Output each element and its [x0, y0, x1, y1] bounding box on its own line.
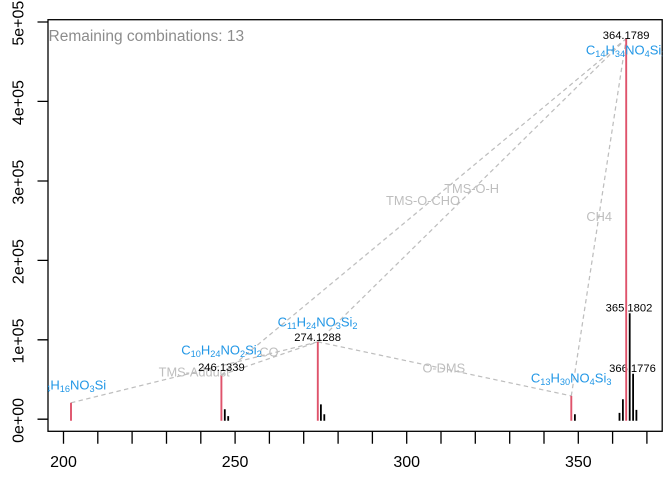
svg-text:246.1339: 246.1339	[198, 362, 245, 374]
svg-text:O-DMS: O-DMS	[422, 361, 465, 376]
svg-text:274.1288: 274.1288	[294, 332, 341, 344]
svg-text:1e+05: 1e+05	[11, 318, 28, 363]
svg-text:TMS-O-CHO: TMS-O-CHO	[386, 193, 460, 208]
svg-text:366.1776: 366.1776	[609, 363, 656, 375]
svg-text:350: 350	[565, 454, 592, 471]
svg-text:C4​H16​NO3​Si: C4​H16​NO3​Si	[36, 377, 106, 394]
svg-text:250: 250	[222, 454, 249, 471]
svg-text:3e+05: 3e+05	[11, 160, 28, 205]
svg-text:CO: CO	[259, 344, 278, 359]
svg-text:CH4: CH4	[586, 209, 612, 224]
svg-text:TMS-Adduct: TMS-Adduct	[159, 365, 231, 380]
svg-text:300: 300	[393, 454, 420, 471]
svg-text:365.1802: 365.1802	[606, 303, 653, 315]
svg-text:200: 200	[50, 454, 77, 471]
svg-text:2e+05: 2e+05	[11, 239, 28, 284]
svg-text:TMS-O-H: TMS-O-H	[444, 181, 499, 196]
svg-text:C14​H34​NO4​Si3​: C14​H34​NO4​Si3​	[586, 42, 667, 59]
svg-text:4e+05: 4e+05	[11, 80, 28, 125]
svg-text:C11​H24​NO3​Si2​: C11​H24​NO3​Si2​	[278, 314, 358, 331]
svg-text:5e+05: 5e+05	[11, 1, 28, 46]
svg-text:364.1789: 364.1789	[603, 30, 650, 42]
svg-text:C13​H30​NO4​Si3​: C13​H30​NO4​Si3​	[531, 371, 612, 388]
svg-text:Remaining combinations: 13: Remaining combinations: 13	[49, 28, 245, 45]
svg-text:0e+00: 0e+00	[11, 398, 28, 443]
svg-text:C10​H24​NO2​Si2​: C10​H24​NO2​Si2​	[181, 343, 262, 360]
